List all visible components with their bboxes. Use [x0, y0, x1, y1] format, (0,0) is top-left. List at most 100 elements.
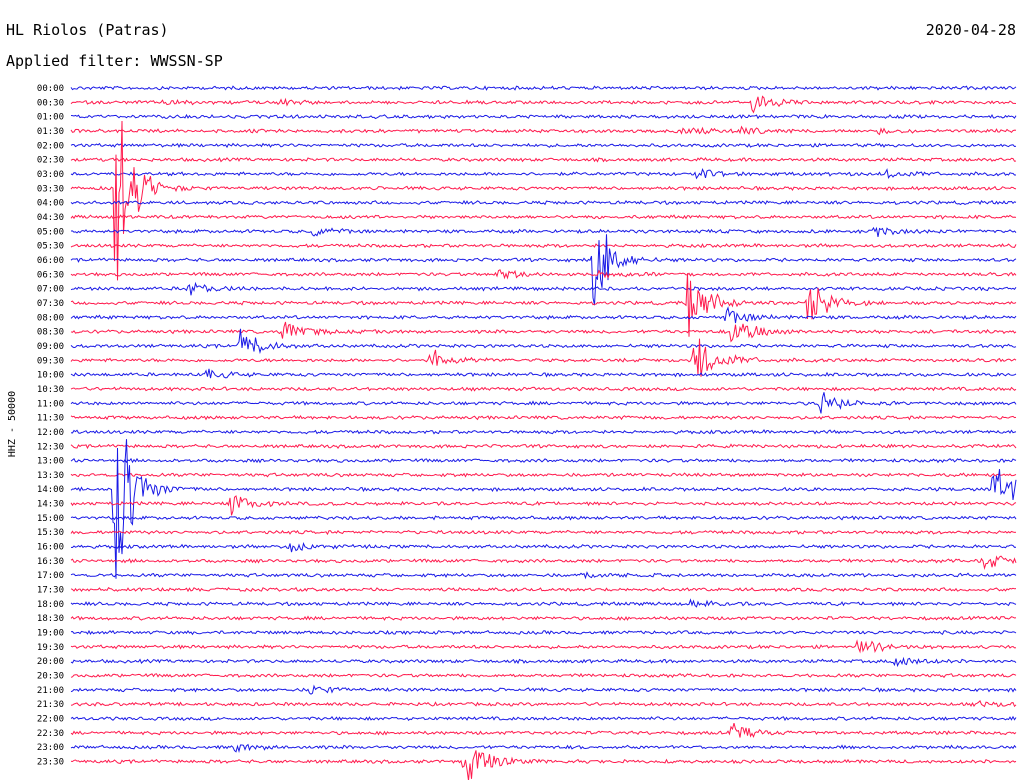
trace-row: [70, 242, 1017, 249]
row-time-label: 16:30: [37, 557, 64, 567]
trace-row: [70, 429, 1017, 435]
trace-row: [70, 156, 1017, 163]
station-title: HL Riolos (Patras): [6, 21, 169, 39]
row-time-label: 06:00: [37, 256, 64, 266]
trace-row: [70, 392, 1017, 414]
trace-row: [70, 629, 1017, 636]
trace-row: [70, 125, 1017, 136]
row-time-label: 16:00: [37, 543, 64, 553]
trace-row: [70, 321, 1017, 343]
trace-row: [70, 586, 1017, 593]
trace-row: [70, 515, 1017, 521]
row-time-label: 04:30: [37, 213, 64, 223]
trace-row: [70, 142, 1017, 149]
trace-row: [70, 95, 1017, 114]
row-time-label: 07:00: [37, 285, 64, 295]
time-label-group: 00:00 00:30 01:00 01:30 02:00 02:30 03:00 03:30…: [37, 84, 64, 768]
row-time-label: 09:30: [37, 356, 64, 366]
trace-row: [70, 472, 1017, 478]
row-time-label: 17:30: [37, 586, 64, 596]
channel-label: HHZ - 50000: [7, 391, 18, 457]
row-time-label: 22:00: [37, 715, 64, 725]
row-time-label: 04:00: [37, 199, 64, 209]
trace-row: [70, 120, 1017, 281]
row-time-label: 10:00: [37, 371, 64, 381]
trace-row: [70, 414, 1017, 421]
trace-row: [70, 199, 1017, 206]
trace-row: [70, 639, 1017, 654]
trace-row: [70, 168, 1016, 180]
row-time-label: 02:00: [37, 141, 64, 151]
row-time-label: 01:00: [37, 113, 64, 123]
row-time-label: 14:30: [37, 500, 64, 510]
trace-row: [70, 672, 1017, 679]
trace-row: [70, 281, 1017, 296]
row-time-label: 20:30: [37, 672, 64, 682]
row-time-label: 01:30: [37, 127, 64, 137]
trace-row: [70, 722, 1017, 738]
row-time-label: 18:00: [37, 600, 64, 610]
row-time-label: 19:30: [37, 643, 64, 653]
trace-row: [70, 457, 1017, 464]
trace-row: [70, 571, 1017, 580]
row-time-label: 05:00: [37, 227, 64, 237]
trace-row: [70, 113, 1017, 120]
row-time-label: 15:00: [37, 514, 64, 524]
row-time-label: 15:30: [37, 528, 64, 538]
row-time-label: 19:00: [37, 629, 64, 639]
date-label: 2020-04-28: [926, 21, 1016, 39]
trace-row: [70, 386, 1017, 392]
trace-row: [70, 234, 1017, 306]
row-time-label: 03:30: [37, 184, 64, 194]
trace-row: [70, 495, 1017, 516]
trace-row: [70, 368, 1017, 379]
trace-row: [70, 656, 1017, 668]
trace-row: [70, 439, 1017, 579]
row-time-label: 14:00: [37, 485, 64, 495]
trace-row: [70, 700, 1017, 708]
row-time-label: 17:00: [37, 571, 64, 581]
trace-row: [70, 269, 1017, 280]
row-time-label: 05:30: [37, 242, 64, 252]
row-time-label: 07:30: [37, 299, 64, 309]
filter-label: Applied filter: WWSSN-SP: [6, 52, 223, 70]
row-time-label: 21:00: [37, 686, 64, 696]
trace-row: [70, 750, 1017, 780]
row-time-label: 06:30: [37, 270, 64, 280]
row-time-label: 21:30: [37, 700, 64, 710]
row-time-label: 18:30: [37, 614, 64, 624]
trace-row: [70, 328, 1017, 355]
row-time-label: 10:30: [37, 385, 64, 395]
trace-row: [70, 226, 1017, 237]
trace-row: [70, 306, 1017, 324]
trace-row: [70, 443, 1017, 450]
row-time-label: 12:00: [37, 428, 64, 438]
row-time-label: 23:00: [37, 743, 64, 753]
trace-row: [70, 541, 1017, 553]
row-time-label: 00:00: [37, 84, 64, 94]
trace-row: [70, 743, 1017, 753]
trace-row: [70, 85, 1017, 91]
trace-row: [70, 338, 1017, 377]
trace-row: [70, 555, 1017, 571]
trace-row: [70, 684, 1017, 695]
trace-row: [70, 214, 1017, 220]
row-time-label: 00:30: [37, 98, 64, 108]
row-time-label: 20:00: [37, 657, 64, 667]
row-time-label: 23:30: [37, 758, 64, 768]
row-time-label: 13:30: [37, 471, 64, 481]
trace-row: [70, 715, 1017, 722]
row-time-label: 11:00: [37, 399, 64, 409]
row-time-label: 11:30: [37, 414, 64, 424]
trace-row: [70, 273, 1017, 337]
trace-row: [70, 598, 1017, 608]
row-time-label: 02:30: [37, 156, 64, 166]
row-time-label: 13:00: [37, 457, 64, 467]
row-time-label: 08:30: [37, 328, 64, 338]
row-time-label: 03:00: [37, 170, 64, 180]
trace-row: [70, 615, 1017, 621]
row-time-label: 12:30: [37, 442, 64, 452]
trace-group: [70, 85, 1017, 780]
row-time-label: 08:00: [37, 313, 64, 323]
